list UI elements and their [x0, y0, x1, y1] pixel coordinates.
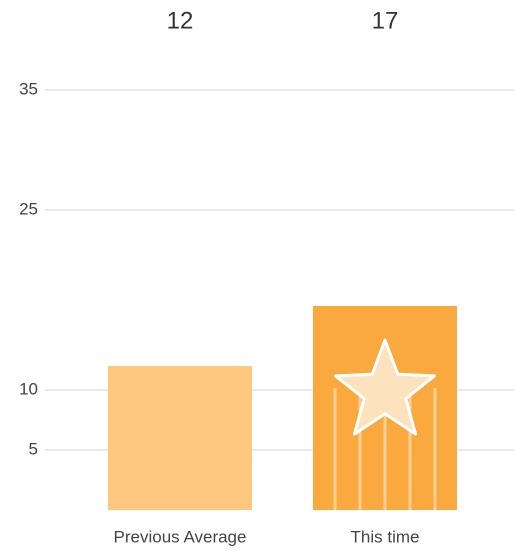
- bar: [108, 366, 252, 510]
- y-tick-label: 10: [19, 379, 38, 398]
- value-label: 17: [372, 7, 399, 34]
- y-tick-label: 25: [19, 199, 38, 218]
- star-decoration: [333, 338, 437, 510]
- x-tick-label: This time: [351, 527, 420, 546]
- value-label: 12: [167, 7, 194, 34]
- star: [334, 338, 436, 436]
- x-tick-label: Previous Average: [114, 527, 247, 546]
- y-tick-label: 35: [19, 79, 38, 98]
- y-tick-label: 5: [29, 439, 38, 458]
